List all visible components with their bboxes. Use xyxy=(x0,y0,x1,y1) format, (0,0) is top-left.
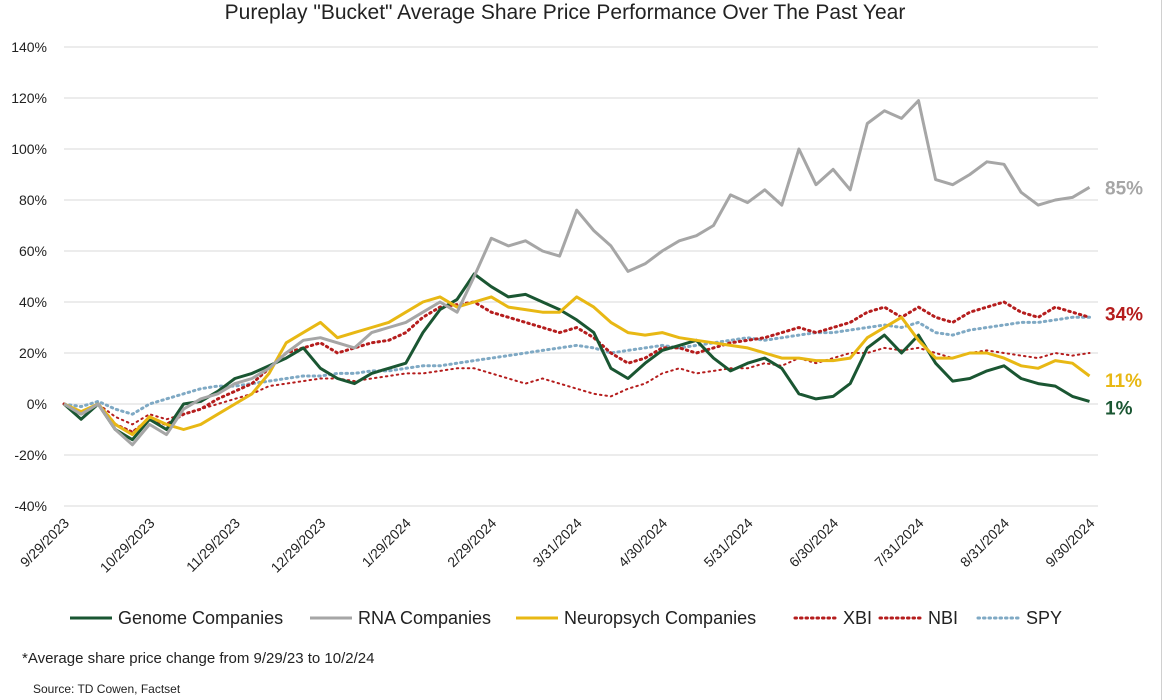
x-tick-label: 8/31/2024 xyxy=(957,515,1013,571)
legend-label: SPY xyxy=(1026,608,1062,628)
series-line-genome-companies xyxy=(62,272,1090,442)
y-tick-label: 80% xyxy=(19,192,47,208)
legend-label: RNA Companies xyxy=(358,608,491,628)
y-tick-label: 140% xyxy=(11,39,47,55)
x-tick-label: 6/30/2024 xyxy=(786,515,842,571)
end-value-labels: 1% 85% 11% 34% xyxy=(1105,178,1143,419)
chart-title: Pureplay "Bucket" Average Share Price Pe… xyxy=(225,1,906,24)
end-label-neuropsych-companies: 11% xyxy=(1105,371,1142,392)
y-tick-label: 20% xyxy=(19,345,47,361)
x-tick-label: 12/29/2023 xyxy=(268,515,329,576)
y-tick-label: 60% xyxy=(19,243,47,259)
line-chart: Pureplay "Bucket" Average Share Price Pe… xyxy=(11,1,1143,628)
end-label-rna-companies: 85% xyxy=(1105,178,1143,199)
x-axis-ticks: 9/29/2023 10/29/2023 11/29/2023 12/29/2023 1… xyxy=(17,515,1098,576)
y-tick-label: -20% xyxy=(14,447,47,463)
right-border xyxy=(1161,0,1162,700)
series-line-spy xyxy=(62,315,1091,416)
series-lines xyxy=(62,99,1091,447)
legend-label: Neuropsych Companies xyxy=(564,608,756,628)
series-line-neuropsych-companies xyxy=(63,295,1091,437)
x-tick-label: 10/29/2023 xyxy=(97,515,158,576)
x-tick-label: 11/29/2023 xyxy=(183,515,243,575)
legend-label: Genome Companies xyxy=(118,608,283,628)
legend: Genome Companies RNA Companies Neuropsych … xyxy=(70,608,1062,628)
end-label-xbi: 34% xyxy=(1105,304,1143,325)
source-note: Source: TD Cowen, Factset xyxy=(33,682,181,696)
x-tick-label: 4/30/2024 xyxy=(615,515,671,571)
end-label-genome-companies: 1% xyxy=(1105,398,1133,419)
footnote: *Average share price change from 9/29/23… xyxy=(22,650,375,667)
gridlines xyxy=(64,46,1098,507)
series-line-xbi xyxy=(62,300,1091,434)
x-tick-label: 9/30/2024 xyxy=(1042,515,1098,571)
x-tick-label: 1/29/2024 xyxy=(359,515,415,571)
y-tick-label: 100% xyxy=(11,141,47,157)
series-line-rna-companies xyxy=(63,99,1091,447)
x-tick-label: 2/29/2024 xyxy=(444,515,500,571)
x-tick-label: 5/31/2024 xyxy=(700,515,756,571)
y-tick-label: -40% xyxy=(14,498,47,514)
legend-label: NBI xyxy=(928,608,958,628)
x-tick-label: 9/29/2023 xyxy=(17,515,73,571)
y-tick-label: 40% xyxy=(19,294,47,310)
series-line-nbi xyxy=(63,346,1091,426)
y-tick-label: 120% xyxy=(11,90,47,106)
x-tick-label: 3/31/2024 xyxy=(529,515,585,571)
x-tick-label: 7/31/2024 xyxy=(871,515,927,571)
y-tick-label: 0% xyxy=(27,396,47,412)
y-axis-ticks: -40% -20% 0% 20% 40% 60% 80% 100% 120% 140% xyxy=(11,39,47,514)
legend-label: XBI xyxy=(843,608,872,628)
